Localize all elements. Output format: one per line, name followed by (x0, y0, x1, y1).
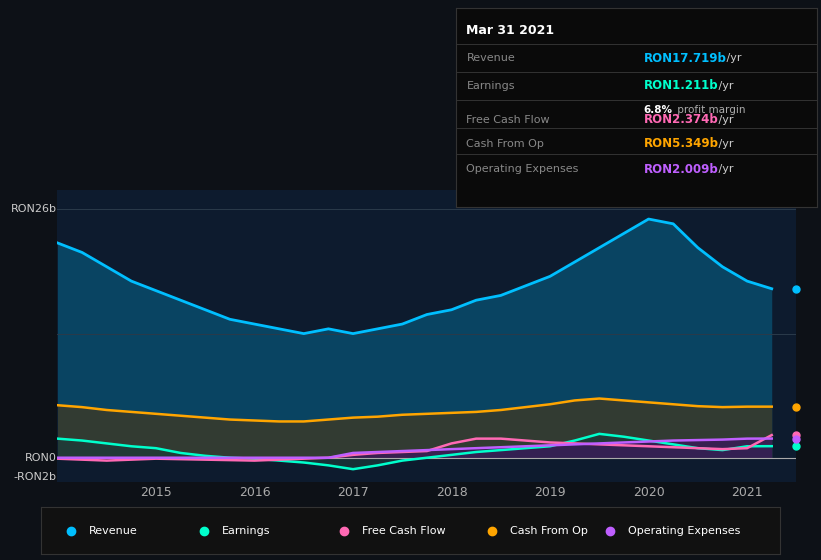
Text: Cash From Op: Cash From Op (466, 138, 544, 148)
Text: Operating Expenses: Operating Expenses (629, 526, 741, 535)
Text: Operating Expenses: Operating Expenses (466, 165, 579, 174)
Text: RON26b: RON26b (11, 204, 57, 214)
Text: /yr: /yr (715, 81, 733, 91)
Text: Free Cash Flow: Free Cash Flow (363, 526, 446, 535)
Text: Mar 31 2021: Mar 31 2021 (466, 24, 555, 38)
Text: /yr: /yr (715, 138, 733, 148)
Text: RON5.349b: RON5.349b (644, 137, 718, 150)
Text: /yr: /yr (723, 53, 741, 63)
Text: 6.8%: 6.8% (644, 105, 672, 115)
Text: Cash From Op: Cash From Op (511, 526, 588, 535)
Text: Free Cash Flow: Free Cash Flow (466, 115, 550, 125)
Text: Revenue: Revenue (466, 53, 516, 63)
Text: profit margin: profit margin (674, 105, 745, 115)
Text: /yr: /yr (715, 165, 733, 174)
Text: Earnings: Earnings (222, 526, 271, 535)
Text: RON0: RON0 (25, 452, 57, 463)
Text: Revenue: Revenue (89, 526, 138, 535)
Text: RON1.211b: RON1.211b (644, 80, 718, 92)
Text: /yr: /yr (715, 115, 733, 125)
Text: RON17.719b: RON17.719b (644, 52, 727, 64)
Text: -RON2b: -RON2b (14, 472, 57, 482)
Text: Earnings: Earnings (466, 81, 515, 91)
Text: RON2.374b: RON2.374b (644, 113, 718, 126)
Text: RON2.009b: RON2.009b (644, 163, 718, 176)
